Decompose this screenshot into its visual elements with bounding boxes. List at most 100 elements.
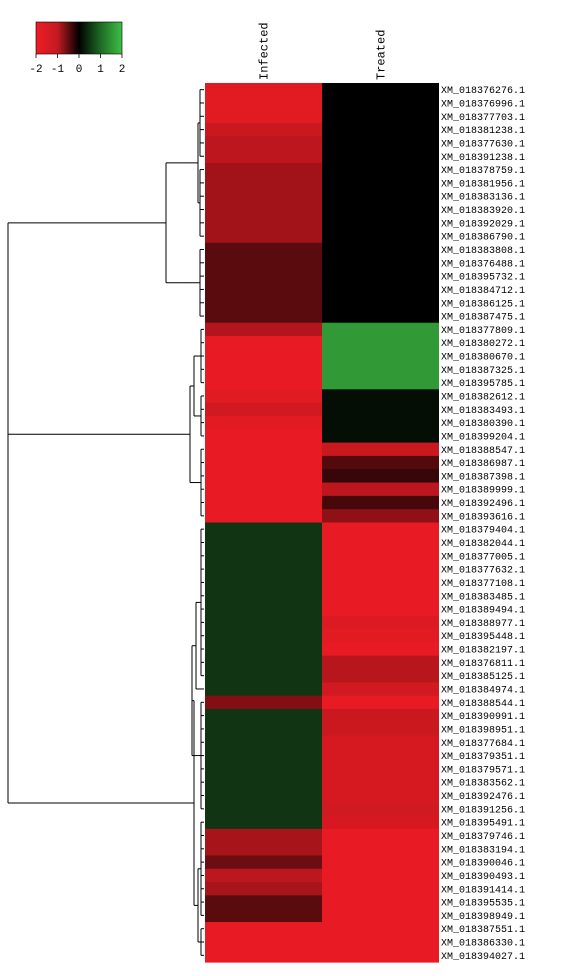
row-label: XM_018380670.1 (441, 353, 525, 364)
heatmap-cell (205, 522, 322, 537)
heatmap-cell (205, 655, 322, 670)
heatmap-cell (322, 509, 439, 524)
heatmap-cell (322, 748, 439, 763)
heatmap-cell (205, 695, 322, 710)
heatmap-cell (205, 682, 322, 697)
row-label: XM_018376488.1 (441, 259, 525, 270)
row-label: XM_018382612.1 (441, 392, 525, 403)
color-key-tick-label: 0 (76, 64, 83, 76)
heatmap-cell (205, 642, 322, 657)
row-label: XM_018395785.1 (441, 379, 525, 390)
heatmap-cell (205, 242, 322, 257)
heatmap-cell (205, 842, 322, 857)
row-label: XM_018381956.1 (441, 179, 525, 190)
row-label: XM_018388977.1 (441, 619, 525, 630)
heatmap-cell (322, 842, 439, 857)
heatmap-cell (322, 495, 439, 510)
heatmap-cell (322, 389, 439, 404)
heatmap-cell (322, 828, 439, 843)
heatmap-cell (322, 256, 439, 271)
heatmap-cell (205, 269, 322, 284)
heatmap-cell (322, 349, 439, 364)
row-label: XM_018393616.1 (441, 512, 525, 523)
row-label: XM_018395535.1 (441, 899, 525, 910)
color-key-tick-label: 1 (97, 64, 104, 76)
heatmap-cell (205, 908, 322, 923)
heatmap-cell (322, 669, 439, 683)
heatmap-cell (322, 935, 439, 950)
heatmap-cell (322, 708, 439, 723)
column-label-infected: Infected (258, 22, 272, 80)
row-label: XM_018398949.1 (441, 912, 525, 923)
row-label: XM_018392476.1 (441, 792, 525, 803)
row-label: XM_018387398.1 (441, 472, 525, 483)
heatmap-cell (205, 935, 322, 950)
heatmap-cell (205, 415, 322, 430)
heatmap-cell (205, 122, 322, 137)
heatmap-cell (205, 455, 322, 470)
heatmap-cell (205, 775, 322, 790)
heatmap-cell (322, 322, 439, 337)
heatmap-cell (205, 162, 322, 177)
heatmap-cell (322, 376, 439, 390)
heatmap-cell (322, 309, 439, 324)
row-label: XM_018395732.1 (441, 273, 525, 284)
heatmap-cell (322, 535, 439, 550)
heatmap-cell (205, 828, 322, 843)
row-label: XM_018390991.1 (441, 712, 525, 723)
row-label: XM_018384974.1 (441, 685, 525, 696)
heatmap-cell (205, 189, 322, 204)
heatmap-cell (205, 376, 322, 390)
heatmap-cell (322, 629, 439, 643)
color-key-tick-label: 2 (119, 64, 126, 76)
heatmap-cell (322, 442, 439, 457)
heatmap-cell (205, 895, 322, 910)
row-label: XM_018386790.1 (441, 233, 525, 244)
heatmap-cell (322, 136, 439, 151)
row-label: XM_018383485.1 (441, 592, 525, 603)
heatmap-cell (205, 149, 322, 164)
row-label: XM_018386125.1 (441, 299, 525, 310)
heatmap-cell (322, 415, 439, 430)
row-label: XM_018381238.1 (441, 126, 525, 137)
heatmap-cell (205, 589, 322, 604)
heatmap-cell (205, 708, 322, 723)
heatmap-cell (205, 216, 322, 231)
heatmap-cell (322, 762, 439, 777)
heatmap-cell (205, 96, 322, 111)
heatmap-cell (322, 402, 439, 417)
row-label: XM_018379746.1 (441, 832, 525, 843)
heatmap-cell (322, 242, 439, 257)
row-label: XM_018377630.1 (441, 139, 525, 150)
heatmap-cell (205, 495, 322, 510)
row-label: XM_018380390.1 (441, 419, 525, 430)
heatmap-cell (205, 229, 322, 244)
row-label: XM_018387475.1 (441, 313, 525, 324)
heatmap-cell (322, 562, 439, 577)
heatmap-cell (205, 429, 322, 444)
heatmap-cell (322, 615, 439, 630)
heatmap-cell (205, 136, 322, 151)
row-label: XM_018377809.1 (441, 326, 525, 337)
row-label: XM_018376996.1 (441, 99, 525, 110)
heatmap-cell (205, 855, 322, 870)
heatmap-cell (322, 482, 439, 497)
row-label: XM_018391238.1 (441, 153, 525, 164)
heatmap-cell (205, 402, 322, 417)
heatmap-cell (322, 96, 439, 111)
row-label: XM_018388547.1 (441, 446, 525, 457)
row-label: XM_018392029.1 (441, 219, 525, 230)
row-label: XM_018398951.1 (441, 725, 525, 736)
heatmap-cell (205, 256, 322, 271)
heatmap-cell (322, 336, 439, 350)
row-dendrogram (7, 89, 204, 956)
heatmap-cell (322, 522, 439, 537)
row-label: XM_018390046.1 (441, 859, 525, 870)
heatmap-cell (205, 362, 322, 377)
row-label: XM_018379571.1 (441, 765, 525, 776)
heatmap-cell (322, 216, 439, 231)
heatmap-cell (205, 762, 322, 777)
row-labels: XM_018376276.1 XM_018376996.1 XM_018377703… (441, 86, 525, 963)
column-label-treated: Treated (375, 30, 389, 80)
